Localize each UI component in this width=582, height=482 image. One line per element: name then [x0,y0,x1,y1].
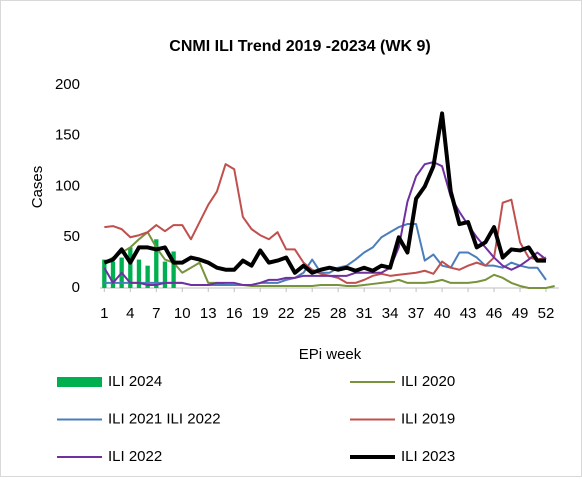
y-tick-label: 100 [55,177,80,194]
legend-label: ILI 2020 [401,373,455,390]
legend-swatch [57,377,102,387]
legend-label: ILI 2023 [401,448,455,465]
legend-label: ILI 2019 [401,410,455,427]
x-tick-label: 52 [538,305,555,322]
line [103,111,547,275]
bar [154,239,159,288]
legend-label: ILI 2022 [108,448,162,465]
x-tick-label: 31 [356,305,373,322]
y-tick-label: 50 [63,228,80,245]
x-tick-label: 46 [486,305,503,322]
x-tick-label: 19 [252,305,269,322]
x-tick-label: 25 [304,305,321,322]
bar [162,261,168,288]
bar [128,247,133,288]
x-tick-label: 22 [278,305,295,322]
x-tick-label: 7 [152,305,160,322]
x-tick-label: 10 [174,305,191,322]
x-tick-label: 49 [512,305,529,322]
x-tick-label: 37 [408,305,425,322]
legend-label: ILI 2021 ILI 2022 [108,410,221,427]
x-axis-label: EPi week [299,346,362,363]
x-tick-label: 13 [200,305,217,322]
bar [136,259,142,288]
x-tick-label: 4 [126,305,134,322]
y-axis-label: Cases [29,166,46,209]
x-tick-label: 43 [460,305,477,322]
chart-title: CNMI ILI Trend 2019 -20234 (WK 9) [169,38,430,55]
line [104,163,547,284]
bar [102,259,107,288]
x-tick-label: 16 [226,305,243,322]
x-tick-label: 40 [434,305,451,322]
x-tick-label: 28 [330,305,347,322]
x-tick-label: 1 [100,305,108,322]
x-tick-label: 34 [382,305,399,322]
bar [171,251,176,288]
y-tick-label: 150 [55,127,80,144]
line [103,231,555,289]
bar [110,261,116,288]
bar [145,265,150,288]
legend-label: ILI 2024 [108,373,162,390]
y-tick-label: 200 [55,76,80,93]
y-tick-label: 0 [72,279,80,296]
